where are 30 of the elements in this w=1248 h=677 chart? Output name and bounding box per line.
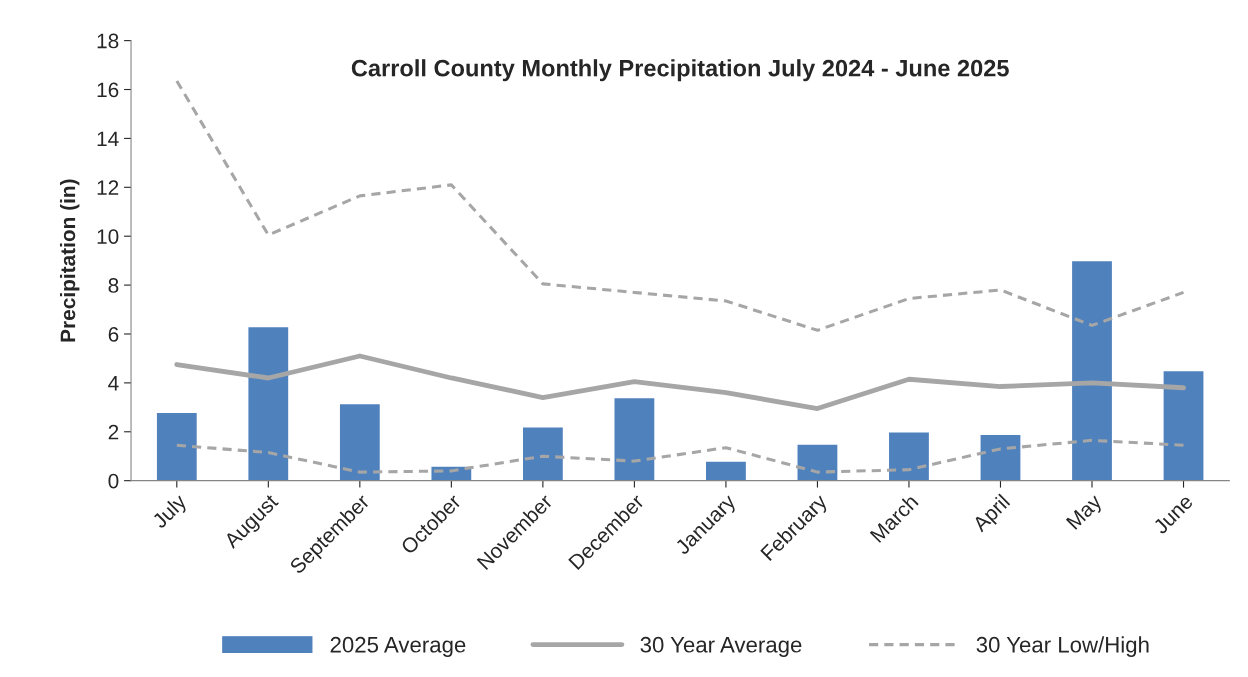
x-tick-label: May xyxy=(1065,493,1106,533)
bar xyxy=(704,460,748,481)
bar xyxy=(796,443,839,481)
y-tick-label: 12 xyxy=(97,180,119,195)
y-tick-label: 4 xyxy=(108,376,119,391)
bar xyxy=(521,426,565,481)
y-tick-label: 16 xyxy=(97,82,119,98)
bar xyxy=(979,433,1022,481)
line-series xyxy=(175,438,1186,474)
y-tick-label: 18 xyxy=(97,33,119,49)
y-tick-label: 0 xyxy=(108,473,119,489)
y-tick-label: 10 xyxy=(97,229,119,244)
legend-label: 2025 Average xyxy=(330,636,466,657)
bar xyxy=(247,325,290,481)
y-axis-title: Precipitation (in) xyxy=(59,179,80,342)
bar xyxy=(1070,259,1114,481)
bar xyxy=(155,411,199,481)
line-series xyxy=(174,353,1186,411)
y-tick-label: 2 xyxy=(108,424,119,440)
y-tick-label: 8 xyxy=(108,278,119,293)
legend-label: 30 Year Average xyxy=(640,636,802,657)
bar xyxy=(887,431,931,481)
x-tick-label: July xyxy=(150,492,191,533)
y-tick-label: 6 xyxy=(108,326,119,342)
bar xyxy=(613,396,656,481)
bar xyxy=(1162,369,1205,481)
y-tick-label: 14 xyxy=(97,131,119,146)
text: Carroll County Monthly Precipitation July 2024 - June 2025 xyxy=(351,59,1009,82)
legend-label: 30 Year Low/High xyxy=(976,636,1149,657)
bar xyxy=(338,402,382,481)
